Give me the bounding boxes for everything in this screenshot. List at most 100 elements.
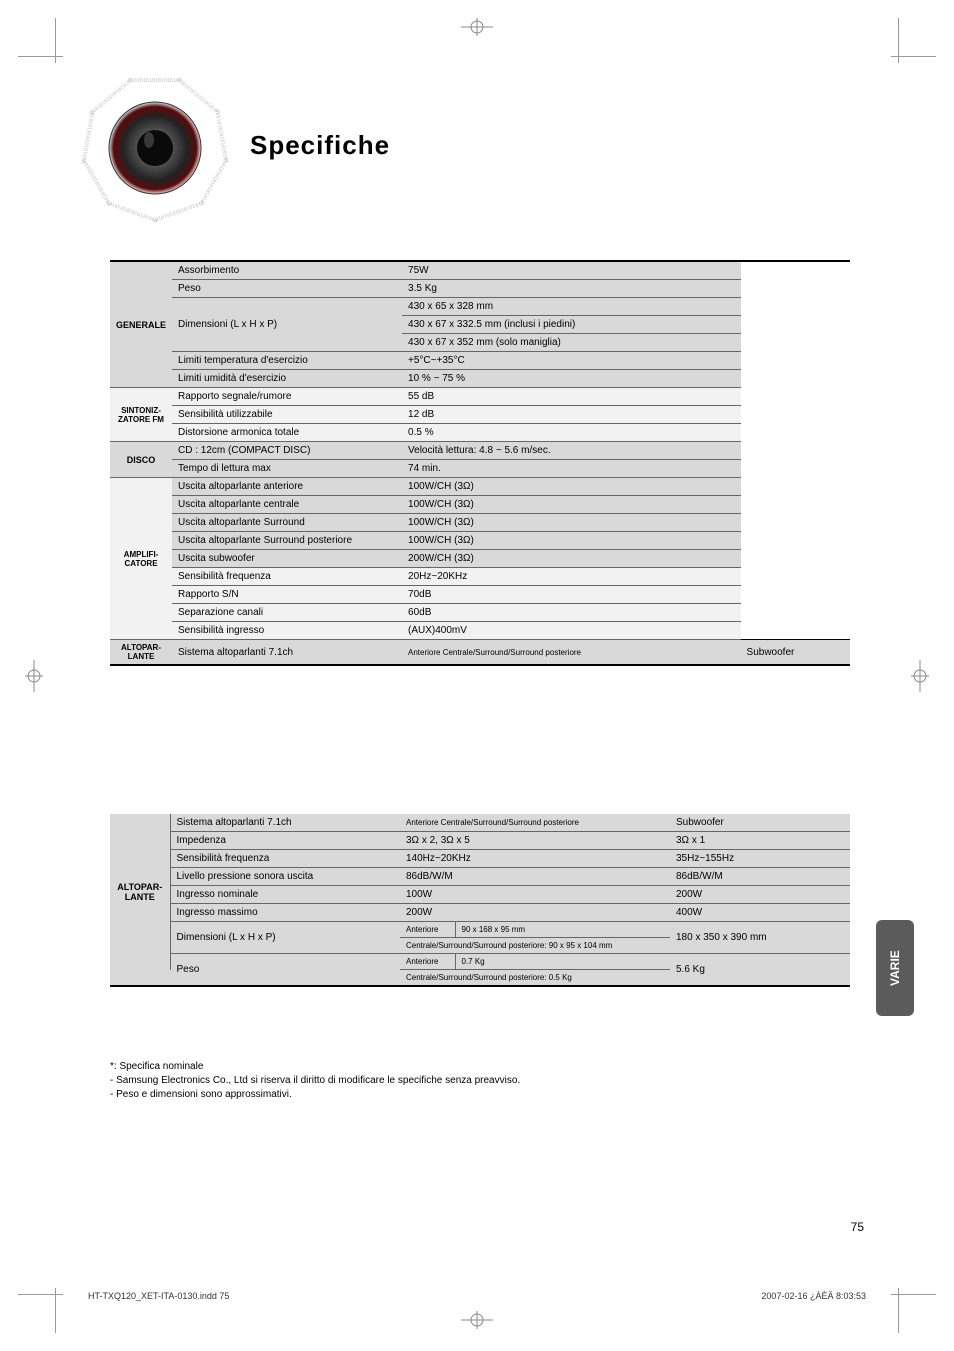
cell: 430 x 67 x 332.5 mm (inclusi i piedini) [402, 316, 741, 334]
cell: 0.5 % [402, 424, 741, 442]
cell: Anteriore [400, 954, 455, 970]
cell: 140Hz~20KHz [400, 850, 670, 868]
cell: 70dB [402, 586, 741, 604]
footnote-block: *: Specifica nominale - Samsung Electron… [110, 1060, 840, 1102]
speaker-badge-icon: 010101010101010101 010101010101010101 01… [80, 70, 230, 225]
cell: Centrale/Surround/Surround posteriore: 0… [400, 970, 670, 987]
cell: Ingresso nominale [170, 886, 400, 904]
registration-mark [461, 18, 493, 36]
cell: Limiti temperatura d'esercizio [172, 352, 402, 370]
cell: Peso [170, 954, 400, 987]
footer-filename: HT-TXQ120_XET-ITA-0130.indd 75 [88, 1291, 229, 1301]
cell: 86dB/W/M [670, 868, 850, 886]
cell: Uscita altoparlante Surround posteriore [172, 532, 402, 550]
cell: 55 dB [402, 388, 741, 406]
cell: 3Ω x 1 [670, 832, 850, 850]
svg-text:010101010101010101: 010101010101010101 [151, 198, 204, 222]
category-speaker-cont: ALTOPAR-LANTE [110, 814, 170, 970]
crop-mark [18, 1294, 63, 1295]
svg-text:010101010101010101: 010101010101010101 [197, 156, 229, 206]
category-general: GENERALE [110, 261, 172, 388]
page-number: 75 [851, 1220, 864, 1234]
cell: Ingresso massimo [170, 904, 400, 922]
cell: 100W/CH (3Ω) [402, 514, 741, 532]
cell: 3Ω x 2, 3Ω x 5 [400, 832, 670, 850]
cell: CD : 12cm (COMPACT DISC) [172, 442, 402, 460]
cell: Limiti umidità d'esercizio [172, 370, 402, 388]
cell: Uscita subwoofer [172, 550, 402, 568]
cell: Velocità lettura: 4.8 ~ 5.6 m/sec. [402, 442, 741, 460]
cell: 200W/CH (3Ω) [402, 550, 741, 568]
cell: Anteriore [400, 922, 455, 938]
cell: 100W [400, 886, 670, 904]
cell: Dimensioni (L x H x P) [170, 922, 400, 954]
category-fm: SINTONIZ-ZATORE FM [110, 388, 172, 442]
page: 010101010101010101 010101010101010101 01… [0, 0, 954, 1351]
svg-text:010101010101010101: 010101010101010101 [106, 198, 159, 222]
cell: Sensibilità frequenza [170, 850, 400, 868]
cell: Sistema altoparlanti 7.1ch [170, 814, 400, 832]
crop-mark [18, 56, 63, 57]
cell: 200W [400, 904, 670, 922]
cell: 60dB [402, 604, 741, 622]
cell: Subwoofer [670, 814, 850, 832]
cell: Peso [172, 280, 402, 298]
cell: 200W [670, 886, 850, 904]
registration-mark [461, 1311, 493, 1329]
side-tab: VARIE [876, 920, 914, 1016]
category-disc: DISCO [110, 442, 172, 478]
cell: Rapporto S/N [172, 586, 402, 604]
cell: 90 x 168 x 95 mm [455, 922, 670, 938]
category-amp: AMPLIFI-CATORE [110, 478, 172, 640]
cell: Subwoofer [741, 640, 850, 666]
cell: Sensibilità frequenza [172, 568, 402, 586]
note-line: - Peso e dimensioni sono approssimativi. [110, 1088, 840, 1102]
cell: (AUX)400mV [402, 622, 741, 640]
cell: 100W/CH (3Ω) [402, 496, 741, 514]
speaker-subtable: ALTOPAR-LANTE Sistema altoparlanti 7.1ch… [110, 814, 850, 987]
cell: 3.5 Kg [402, 280, 741, 298]
svg-text:010101010101010101: 010101010101010101 [128, 78, 182, 84]
cell: Impedenza [170, 832, 400, 850]
cell: 0.7 Kg [455, 954, 670, 970]
note-line: *: Specifica nominale [110, 1060, 840, 1074]
cell: 180 x 350 x 390 mm [670, 922, 850, 954]
cell: 86dB/W/M [400, 868, 670, 886]
cell: 5.6 Kg [670, 954, 850, 987]
registration-mark [911, 660, 929, 692]
spec-table: GENERALE Assorbimento 75W Peso 3.5 Kg Di… [110, 260, 850, 666]
cell: 430 x 65 x 328 mm [402, 298, 741, 316]
cell: Uscita altoparlante centrale [172, 496, 402, 514]
crop-mark [891, 56, 936, 57]
cell: Assorbimento [172, 261, 402, 280]
cell: Sensibilità utilizzabile [172, 406, 402, 424]
registration-mark [25, 660, 43, 692]
note-line: - Samsung Electronics Co., Ltd si riserv… [110, 1074, 840, 1088]
cell: 75W [402, 261, 741, 280]
crop-mark [891, 1294, 936, 1295]
cell: Dimensioni (L x H x P) [172, 298, 402, 352]
cell: Anteriore Centrale/Surround/Surround pos… [402, 640, 741, 666]
cell: Distorsione armonica totale [172, 424, 402, 442]
cell: 430 x 67 x 352 mm (solo maniglia) [402, 334, 741, 352]
cell: 74 min. [402, 460, 741, 478]
cell: 400W [670, 904, 850, 922]
category-speaker: ALTOPAR-LANTE [110, 640, 172, 666]
cell: 100W/CH (3Ω) [402, 478, 741, 496]
footer-timestamp: 2007-02-16 ¿ÀÈÄ 8:03:53 [761, 1291, 866, 1301]
cell: Centrale/Surround/Surround posteriore: 9… [400, 938, 670, 954]
svg-text:010101010101010101: 010101010101010101 [81, 109, 96, 163]
cell: Separazione canali [172, 604, 402, 622]
cell: Sistema altoparlanti 7.1ch [172, 640, 402, 666]
cell: Tempo di lettura max [172, 460, 402, 478]
cell: +5°C~+35°C [402, 352, 741, 370]
cell: 10 % ~ 75 % [402, 370, 741, 388]
cell: Uscita altoparlante Surround [172, 514, 402, 532]
cell: 35Hz~155Hz [670, 850, 850, 868]
cell: Rapporto segnale/rumore [172, 388, 402, 406]
cell: 12 dB [402, 406, 741, 424]
cell: Uscita altoparlante anteriore [172, 478, 402, 496]
svg-text:010101010101010101: 010101010101010101 [213, 109, 228, 163]
cell: 20Hz~20KHz [402, 568, 741, 586]
cell: Livello pressione sonora uscita [170, 868, 400, 886]
